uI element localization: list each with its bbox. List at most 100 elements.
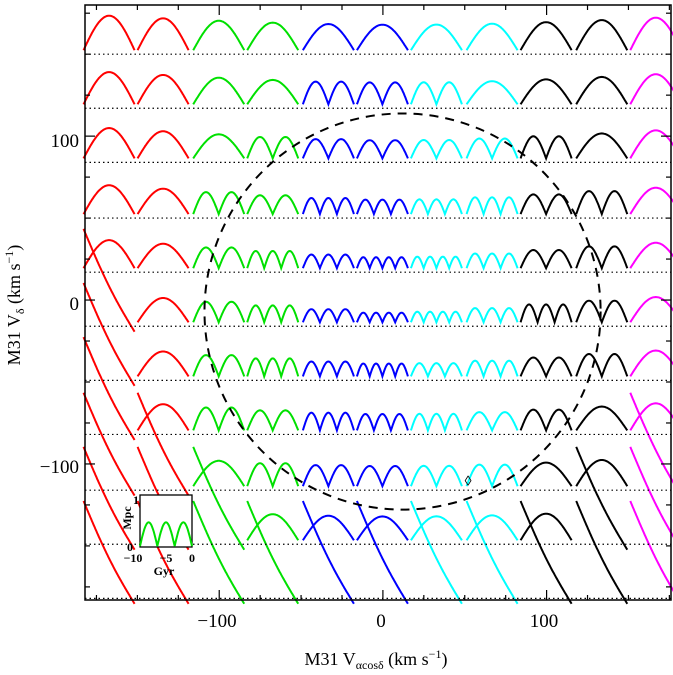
orbit-curve [82, 500, 136, 605]
inset-x-tick-label: −5 [160, 551, 173, 565]
orbit-curve [465, 307, 519, 326]
x-tick-label: −100 [197, 611, 236, 632]
dotted-baselines [85, 53, 671, 599]
orbit-curve [246, 304, 300, 326]
orbit-curve [136, 242, 190, 269]
orbit-curve [629, 73, 673, 105]
orbit-curve [519, 303, 573, 326]
orbit-curve [409, 138, 463, 161]
orbit-curve [355, 256, 409, 272]
orbit-curve [246, 513, 300, 541]
orbit-curve [575, 500, 629, 605]
orbit-curve [519, 356, 573, 379]
y-tick-label: 100 [51, 131, 80, 152]
orbit-curve [629, 446, 673, 538]
orbit-curve [82, 392, 136, 497]
orbit-curve [575, 132, 629, 159]
orbit-curve [246, 21, 300, 51]
inset-x-tick-label: 0 [189, 551, 195, 565]
marker-diamond: ◊ [465, 474, 472, 489]
orbit-curve [409, 412, 463, 434]
orbit-curve [519, 461, 573, 487]
orbit-curve [355, 139, 409, 161]
orbit-curve [409, 310, 463, 326]
orbit-curve [465, 137, 519, 162]
orbit-curve [409, 500, 463, 605]
orbit-curve [192, 459, 246, 487]
orbit-curve [409, 198, 463, 217]
orbit-curve [246, 409, 300, 434]
orbit-curve [246, 78, 300, 105]
x-tick-label: 100 [530, 611, 559, 632]
orbit-curve [465, 463, 519, 490]
orbit-curve [192, 406, 246, 434]
orbit-curve [465, 80, 519, 105]
orbit-curve [301, 360, 355, 380]
orbit-curve [136, 297, 190, 323]
inset-orbit-curve [139, 521, 193, 547]
orbit-curve [192, 76, 246, 105]
orbit-curve [82, 239, 136, 269]
orbit-curve [519, 500, 573, 605]
orbit-curve [82, 336, 136, 441]
orbit-curve [246, 249, 300, 272]
plot-border [84, 4, 672, 601]
inset-curve [139, 521, 193, 547]
inset-y-axis-title: Mpc [120, 506, 134, 530]
orbit-curves [82, 14, 673, 605]
inset-y-tick-label: 1 [133, 493, 139, 507]
orbit-curve [355, 81, 409, 108]
orbit-curve [356, 23, 409, 51]
orbit-curve [301, 253, 355, 271]
orbit-curve [409, 255, 463, 272]
orbit-curve [192, 300, 246, 326]
orbit-curve [519, 78, 573, 105]
orbit-curve [355, 412, 409, 434]
orbit-curve [465, 252, 519, 272]
orbit-curve [301, 196, 355, 218]
orbit-curve [519, 248, 573, 271]
orbit-curve [246, 194, 300, 217]
orbit-curve [246, 357, 300, 380]
orbit-curve [302, 514, 355, 541]
orbit-curve [246, 135, 300, 162]
orbit-curve [575, 352, 629, 380]
orbit-curve [136, 403, 190, 431]
orbit-curve [519, 408, 573, 434]
orbit-curve [465, 514, 519, 541]
orbit-curve [302, 22, 355, 51]
orbit-curve [82, 71, 136, 105]
orbit-curve [136, 130, 190, 159]
orbit-curve [410, 515, 463, 541]
orbit-curve [629, 129, 673, 159]
orbit-curve [465, 22, 519, 51]
orbit-curve [136, 392, 190, 497]
orbit-curve [629, 295, 673, 323]
orbit-curve [82, 184, 136, 215]
orbit-curve [136, 187, 190, 215]
axis-ticks [85, 5, 671, 600]
orbit-curve [82, 126, 136, 159]
orbit-curve [301, 500, 355, 605]
orbit-curve [465, 359, 519, 380]
orbit-curve [629, 349, 673, 377]
orbit-curve [465, 500, 519, 605]
orbit-curve [409, 81, 463, 108]
x-tick-label: 0 [376, 611, 386, 632]
orbit-curve [575, 446, 629, 551]
x-axis-title: M31 Vαcosδ (km s−1) [305, 647, 448, 672]
orbit-curve [575, 245, 629, 272]
orbit-curve [192, 246, 246, 271]
orbit-curve [136, 74, 190, 105]
inset-frame [139, 494, 193, 548]
orbit-curve [519, 135, 573, 162]
orbit-curve [301, 464, 355, 489]
inset-y-tick-label: 0 [127, 540, 133, 554]
orbit-curve [465, 196, 519, 218]
orbit-curve [629, 16, 673, 51]
orbit-curve [355, 311, 409, 325]
y-axis-title: M31 Vδ (km s−1) [2, 245, 27, 366]
y-tick-label: 0 [70, 294, 80, 315]
inset-plot: −10 −5 0 0 1 Gyr Mpc [120, 493, 195, 578]
